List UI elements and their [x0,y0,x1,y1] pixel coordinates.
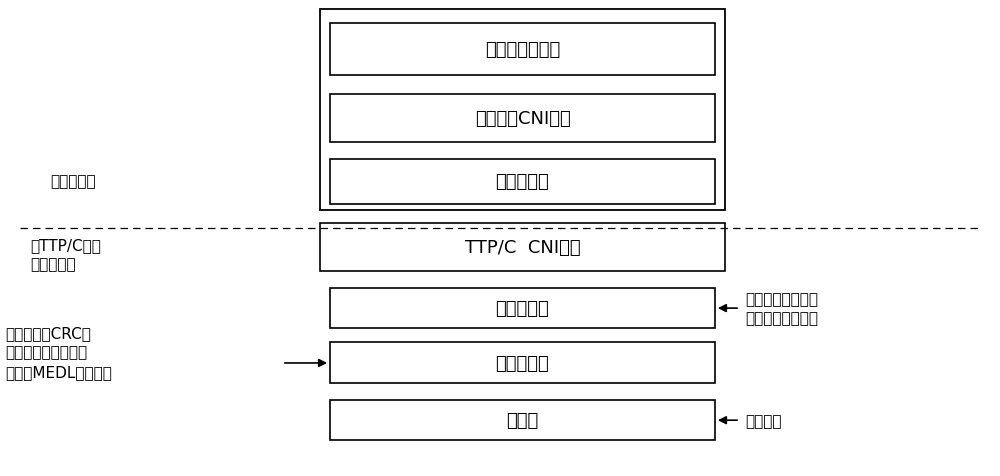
Bar [320,224,725,271]
Text: 系统主机软件层: 系统主机软件层 [485,41,560,59]
Bar [320,10,725,210]
Text: 容错管理CNI接口: 容错管理CNI接口 [475,110,570,128]
Text: 冗余管理层: 冗余管理层 [496,173,549,191]
Bar [330,343,715,383]
Text: TTP/C  CNI接口: TTP/C CNI接口 [465,238,580,257]
Text: 数据链路层: 数据链路层 [496,354,549,372]
Text: 通信服务、安全服
务、更高层服务等: 通信服务、安全服 务、更高层服务等 [745,291,818,326]
Bar [330,288,715,328]
Text: 由主机实现: 由主机实现 [50,173,96,188]
Text: 物理层: 物理层 [506,411,539,429]
Bar [330,159,715,205]
Text: 数据组帧、CRC校
验、时间触发、数据
传输、MEDL列表定义: 数据组帧、CRC校 验、时间触发、数据 传输、MEDL列表定义 [5,325,112,379]
Bar [330,24,715,76]
Bar [330,95,715,143]
Text: 由TTP/C总线
控制器实现: 由TTP/C总线 控制器实现 [30,238,101,272]
Bar [330,400,715,440]
Text: 协议服务层: 协议服务层 [496,299,549,317]
Text: 数据驱动: 数据驱动 [745,413,782,428]
